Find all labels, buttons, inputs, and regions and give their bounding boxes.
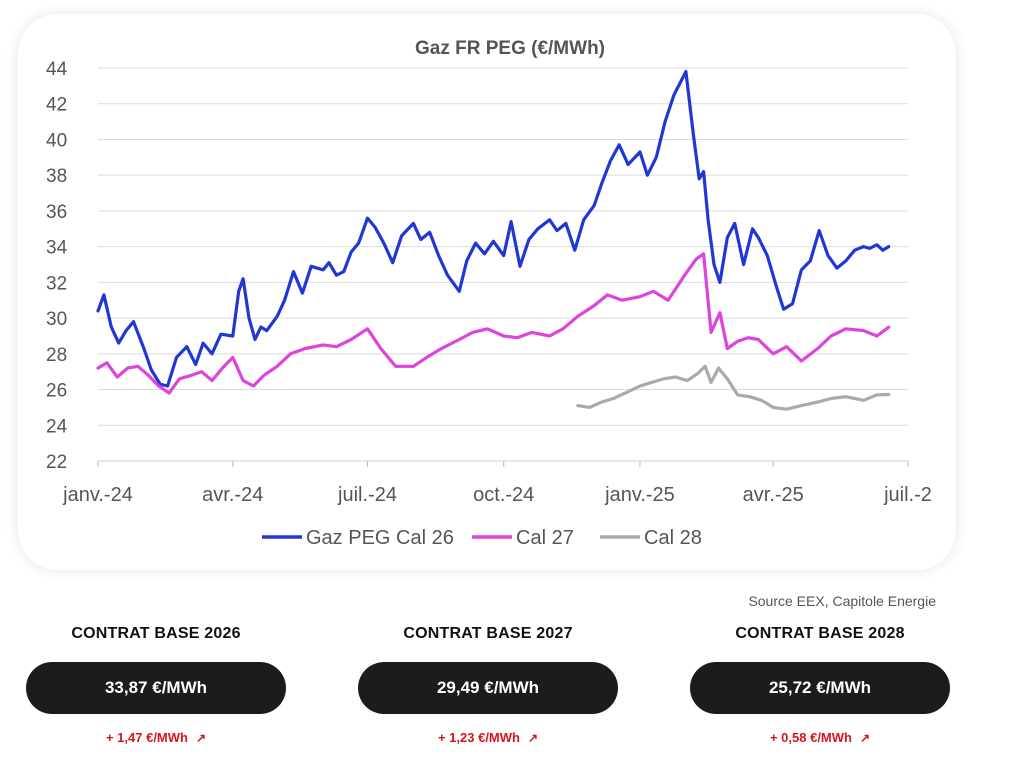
legend-label: Gaz PEG Cal 26 [306,527,454,549]
y-tick-label: 40 [46,130,67,151]
contract-2027: CONTRAT BASE 2027 29,49 €/MWh + 1,23 €/M… [358,622,618,745]
contract-change: + 1,47 €/MWh ↗ [26,730,286,745]
source-note: Source EEX, Capitole Energie [748,593,936,609]
contract-title: CONTRAT BASE 2026 [71,625,241,642]
arrow-up-right-icon: ↗ [859,731,871,745]
y-tick-label: 32 [46,273,67,294]
change-value: + 1,23 €/MWh [437,730,520,745]
contract-change: + 0,58 €/MWh ↗ [690,730,950,745]
y-tick-label: 42 [46,95,67,116]
change-value: + 0,58 €/MWh [769,730,852,745]
contract-price: 29,49 €/MWh [358,662,618,714]
x-tick-label: avr.-24 [202,484,263,506]
series-line-3 [576,364,891,411]
y-tick-label: 24 [46,416,68,437]
contract-price: 33,87 €/MWh [26,662,286,714]
arrow-up-right-icon: ↗ [195,731,207,745]
y-tick-label: 38 [46,166,67,187]
arrow-up-right-icon: ↗ [527,731,539,745]
x-tick-label: avr.-25 [743,484,804,506]
x-tick-label: janv.-25 [604,484,675,506]
y-tick-label: 22 [46,452,67,473]
contract-change: + 1,23 €/MWh ↗ [358,730,618,745]
chart-card: Gaz FR PEG (€/MWh) 22 24 26 28 30 32 34 36 38 40 4… [18,14,956,570]
y-tick-label: 44 [46,59,68,80]
x-tick-label: juil.-2 [883,484,932,506]
contract-2026: CONTRAT BASE 2026 33,87 €/MWh + 1,47 €/M… [26,622,286,745]
change-value: + 1,47 €/MWh [105,730,188,745]
x-tick-label: janv.-24 [62,484,133,506]
contract-price: 25,72 €/MWh [690,662,950,714]
contract-title: CONTRAT BASE 2027 [403,625,573,642]
series-line-1 [96,69,891,388]
series-line-2 [96,252,891,395]
y-tick-label: 28 [46,345,67,366]
y-tick-label: 26 [46,381,67,402]
y-tick-label: 36 [46,202,67,223]
chart-title: Gaz FR PEG (€/MWh) [415,38,605,59]
legend-label: Cal 28 [644,527,702,549]
x-tick-label: juil.-24 [337,484,397,506]
contract-2028: CONTRAT BASE 2028 25,72 €/MWh + 0,58 €/M… [690,622,950,745]
y-tick-label: 34 [46,238,68,259]
legend-label: Cal 27 [516,527,574,549]
chart-svg: Gaz FR PEG (€/MWh) 22 24 26 28 30 32 34 36 38 40 4… [46,38,932,549]
x-tick-label: oct.-24 [473,484,534,506]
contract-title: CONTRAT BASE 2028 [735,625,905,642]
y-tick-label: 30 [46,309,67,330]
